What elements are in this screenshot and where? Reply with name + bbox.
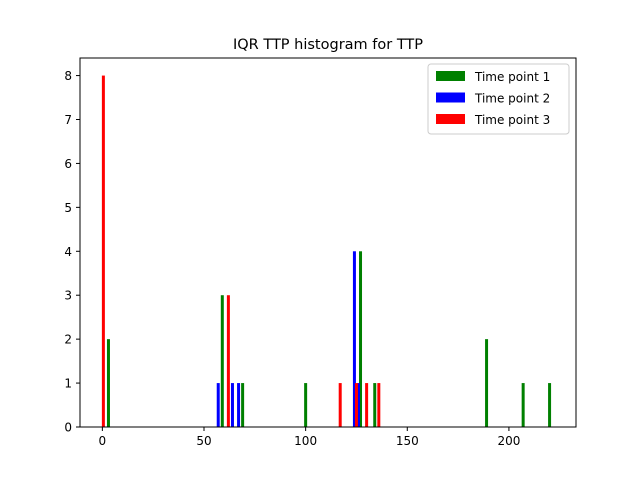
bar-series1-5	[359, 251, 363, 427]
x-tick-label: 100	[294, 434, 317, 448]
x-tick-label: 200	[497, 434, 520, 448]
y-tick-label: 4	[64, 245, 72, 259]
legend-swatch-2	[436, 92, 465, 103]
bar-series2-4	[352, 251, 356, 427]
bar-series3-5	[365, 383, 369, 427]
bar-series3-2	[226, 295, 230, 427]
y-tick-label: 3	[64, 289, 72, 303]
legend-swatch-1	[436, 71, 465, 81]
bar-series2-5	[356, 383, 360, 427]
bar-series3-4	[354, 383, 358, 427]
bar-series1-7	[485, 339, 489, 427]
bar-series1-6	[373, 383, 377, 427]
plot-frame	[79, 57, 577, 428]
bar-series3-6	[377, 383, 381, 427]
legend-swatch-3	[436, 114, 465, 124]
y-tick-label: 5	[64, 201, 72, 215]
bar-series3-1	[101, 75, 105, 427]
x-tick-label: 50	[196, 434, 211, 448]
y-axis-ticks: 0 1 2 3 4 5 6 7 8	[64, 69, 80, 435]
y-tick-label: 8	[64, 69, 72, 83]
y-tick-label: 1	[64, 377, 72, 391]
legend: Time point 1 Time point 2 Time point 3	[427, 63, 570, 135]
legend-label-2: Time point 2	[474, 92, 550, 106]
x-axis-ticks: 0 50 100 150 200	[99, 427, 520, 448]
y-tick-label: 2	[64, 333, 72, 347]
x-tick-label: 150	[396, 434, 419, 448]
y-tick-label: 7	[64, 113, 72, 127]
bar-series1-9	[548, 383, 552, 427]
bar-series2-1	[216, 383, 220, 427]
bar-series2-2	[230, 383, 234, 427]
y-tick-label: 0	[64, 421, 72, 435]
bar-series1-4	[304, 383, 308, 427]
legend-label-3: Time point 3	[474, 113, 550, 127]
bar-series1-2	[220, 295, 224, 427]
bar-series1-3	[241, 383, 245, 427]
y-tick-label: 6	[64, 157, 72, 171]
x-tick-label: 0	[99, 434, 107, 448]
chart-title: IQR TTP histogram for TTP	[233, 37, 423, 53]
bar-series1-8	[521, 383, 525, 427]
bars-group	[101, 75, 552, 427]
bar-series2-3	[237, 383, 241, 427]
bar-series1-1	[106, 339, 110, 427]
bar-series3-3	[338, 383, 342, 427]
legend-label-1: Time point 1	[474, 70, 550, 84]
